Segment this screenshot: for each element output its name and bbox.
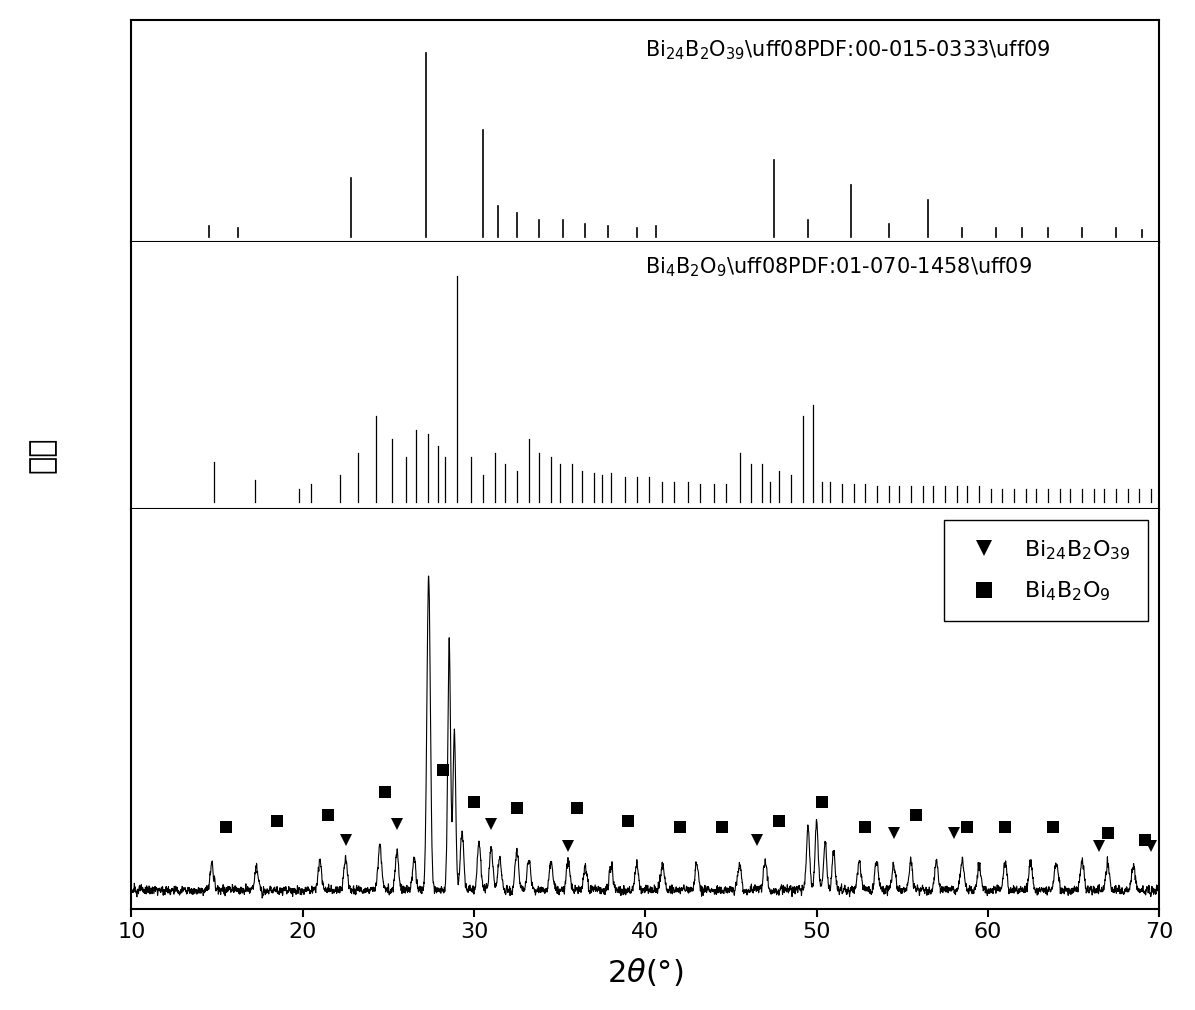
Text: Bi$_{4}$B$_{2}$O$_{9}$\uff08PDF:01-070-1458\uff09: Bi$_{4}$B$_{2}$O$_{9}$\uff08PDF:01-070-1… xyxy=(645,256,1032,280)
X-axis label: 2$\theta$(°): 2$\theta$(°) xyxy=(607,956,684,988)
Text: 峰强: 峰强 xyxy=(27,436,56,473)
Legend: Bi$_{24}$B$_{2}$O$_{39}$, Bi$_{4}$B$_{2}$O$_{9}$: Bi$_{24}$B$_{2}$O$_{39}$, Bi$_{4}$B$_{2}… xyxy=(944,520,1148,621)
Text: Bi$_{24}$B$_{2}$O$_{39}$\uff08PDF:00-015-0333\uff09: Bi$_{24}$B$_{2}$O$_{39}$\uff08PDF:00-015… xyxy=(645,38,1052,62)
